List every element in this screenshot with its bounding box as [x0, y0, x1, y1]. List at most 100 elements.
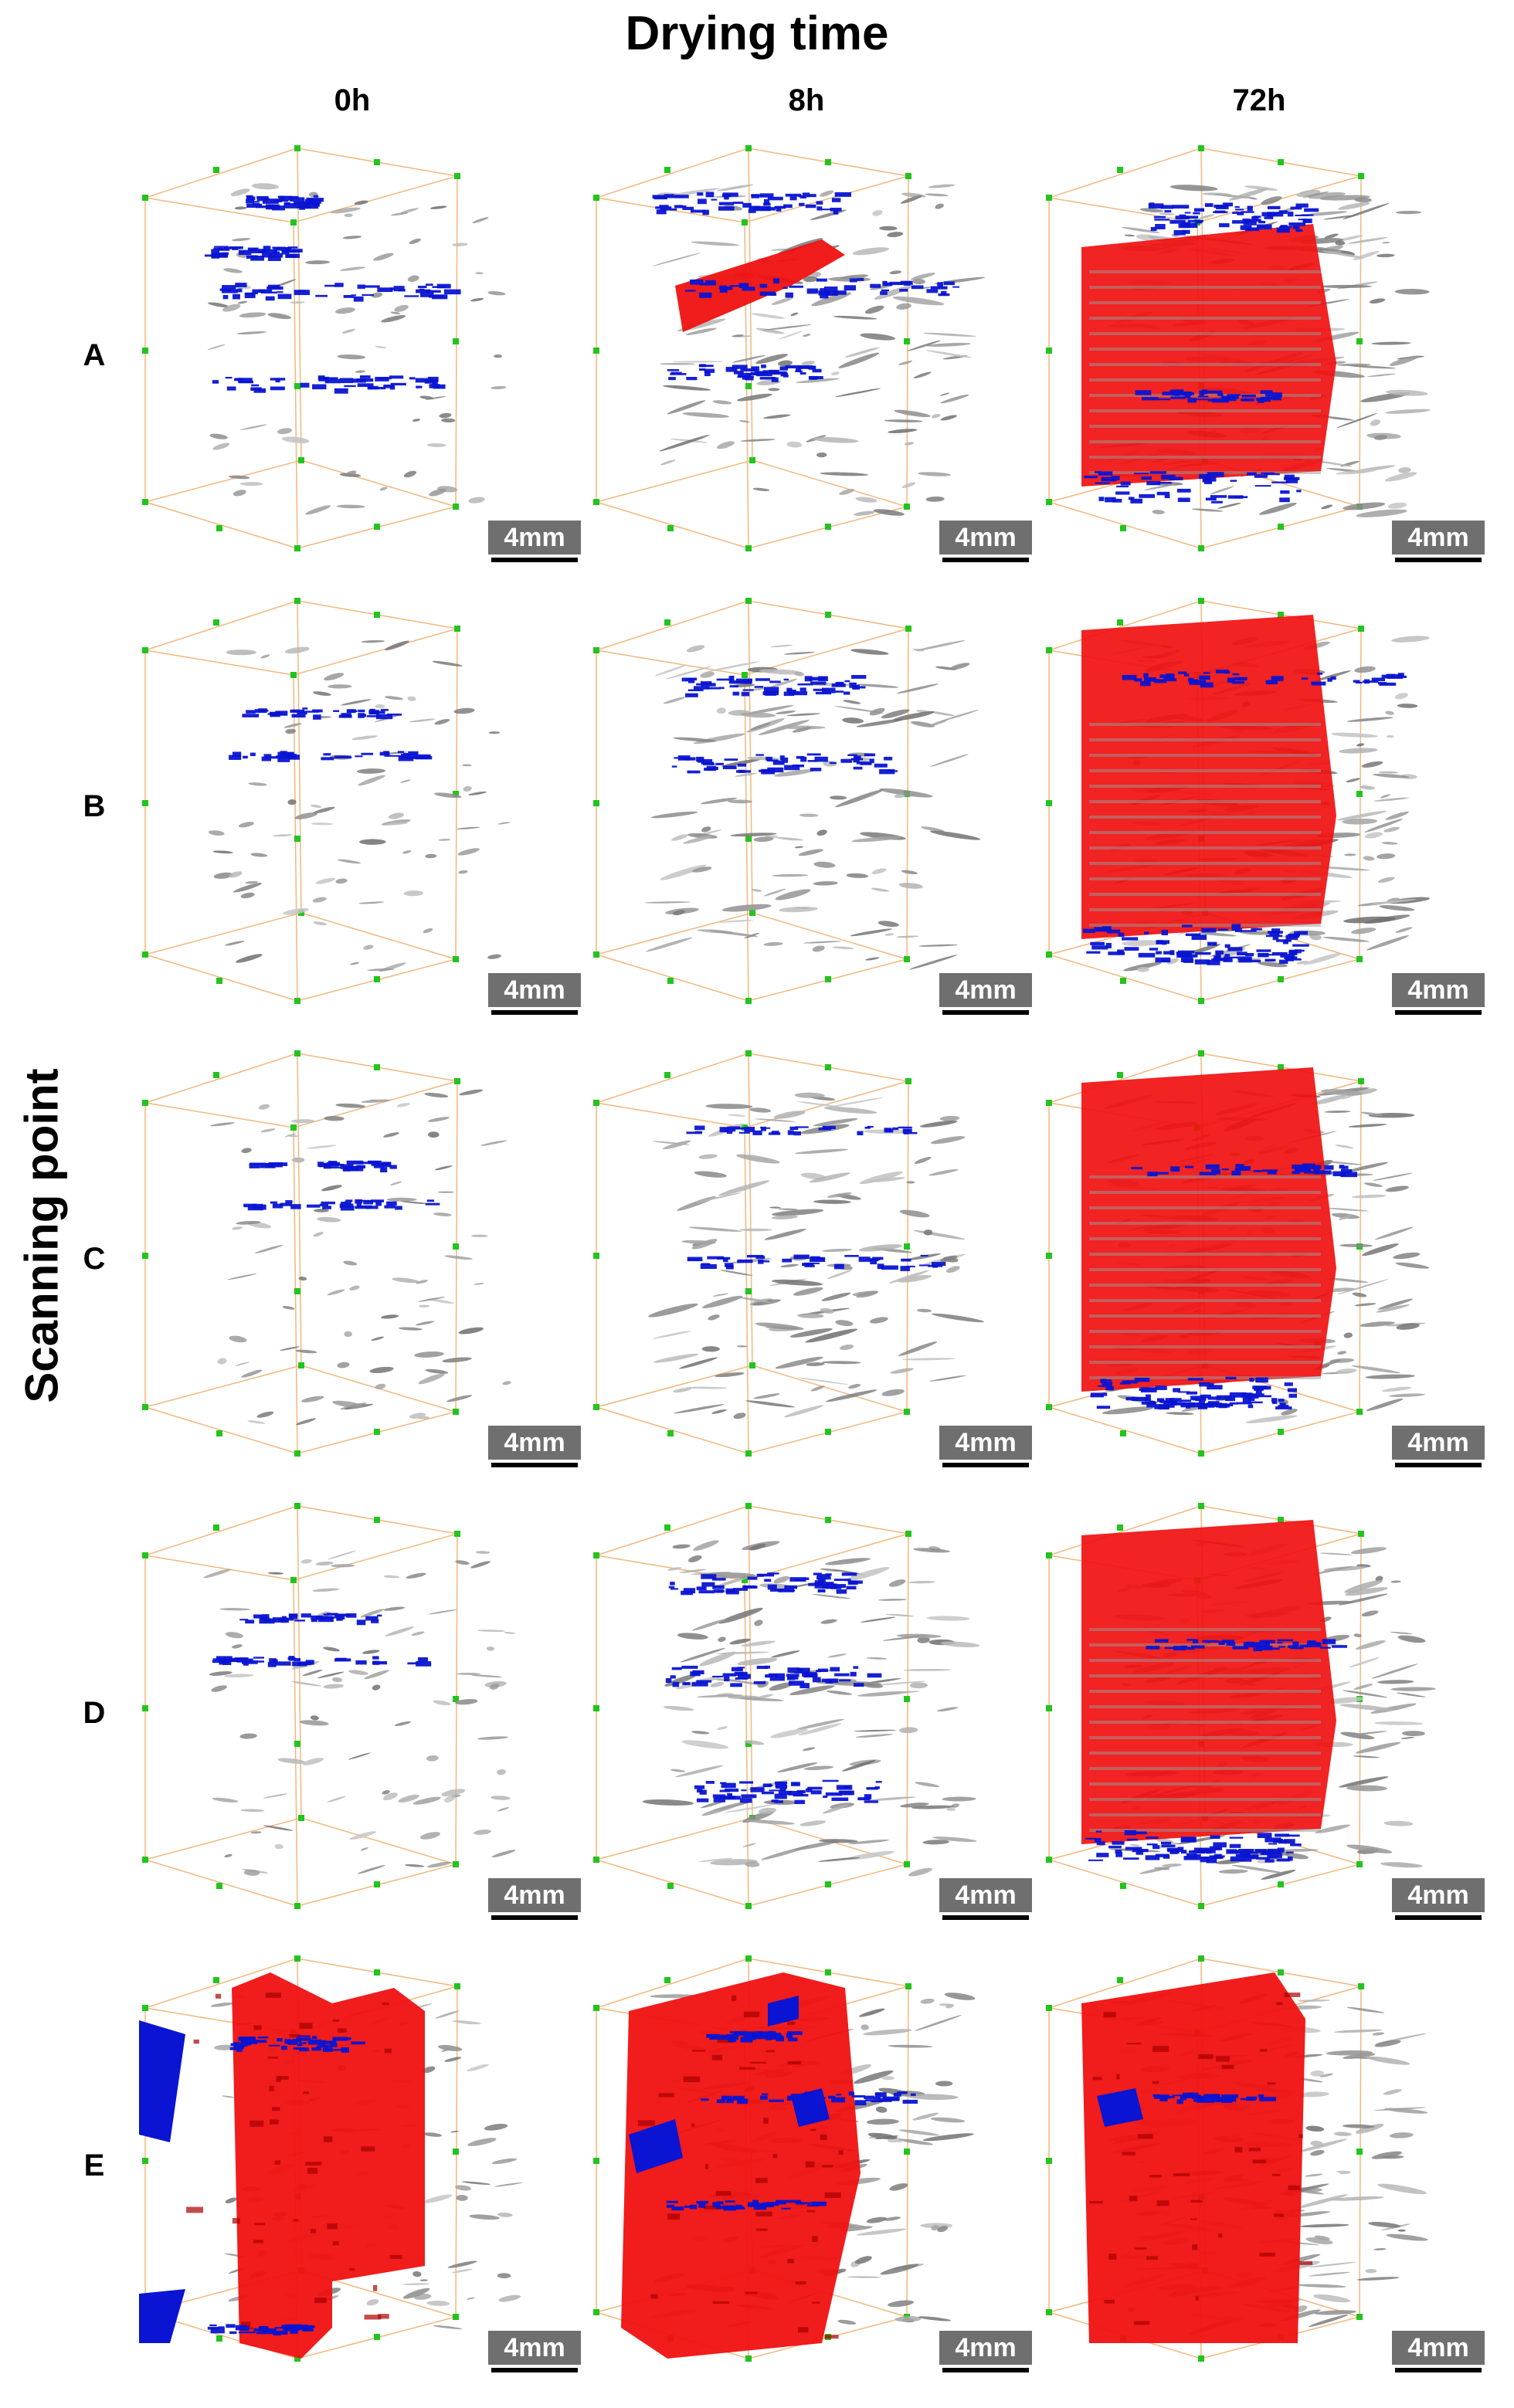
- blue-cracks: [204, 195, 461, 394]
- blue-cracks: [212, 1613, 432, 1667]
- corner-markers: [142, 1050, 460, 1457]
- scale-bar-label: 4mm: [504, 1428, 565, 1457]
- volume-render: [593, 1050, 984, 1457]
- volume-render: [1046, 1955, 1428, 2362]
- scale-bar-box: [1392, 521, 1485, 555]
- scale-bar-label: 4mm: [955, 1881, 1017, 1910]
- bounding-box: [596, 1505, 909, 1907]
- bounding-box: [144, 1053, 458, 1454]
- scale-bar-box: [1392, 1426, 1485, 1460]
- scale-bar-line: [1395, 1915, 1482, 1920]
- scale-bar-box: [488, 521, 581, 555]
- scale-bar-line: [1395, 558, 1482, 562]
- scale-bar-label: 4mm: [1407, 1881, 1469, 1910]
- corner-markers: [142, 1503, 460, 1909]
- scale-bar-label: 4mm: [504, 2333, 565, 2362]
- column-label-0h: 0h: [334, 83, 371, 117]
- volume-render: [593, 145, 986, 551]
- background-pores: [203, 1550, 516, 1876]
- scale-bar-line: [942, 2368, 1029, 2372]
- scale-bar-box: [939, 1878, 1032, 1912]
- scale-bar-line: [1395, 2368, 1482, 2372]
- background-pores: [207, 183, 507, 515]
- scale-bar: 4mm: [1392, 521, 1485, 564]
- scale-bar: 4mm: [488, 973, 581, 1016]
- blue-cracks: [629, 1996, 918, 2211]
- scale-bar-label: 4mm: [504, 523, 565, 552]
- scale-bar: 4mm: [939, 1878, 1032, 1921]
- scale-bar-label: 4mm: [1407, 975, 1469, 1005]
- row-label-a: A: [83, 338, 106, 372]
- scale-bar-line: [491, 558, 578, 562]
- scale-bar: 4mm: [1392, 973, 1485, 1016]
- scale-bar-box: [488, 1426, 581, 1460]
- column-label-8h: 8h: [788, 83, 825, 117]
- panel-e-8h: 4mm: [590, 1942, 1038, 2374]
- volume-render: [142, 1050, 511, 1457]
- blue-cracks: [1097, 2088, 1276, 2127]
- scale-bar-label: 4mm: [1407, 2333, 1469, 2362]
- scale-bar-box: [488, 2331, 581, 2365]
- background-pores: [652, 184, 986, 516]
- panel-d-8h: 4mm: [590, 1489, 1038, 1921]
- scale-bar-line: [942, 1915, 1029, 1920]
- scale-bar: 4mm: [939, 521, 1032, 564]
- blue-cracks: [671, 675, 898, 775]
- scale-bar: 4mm: [488, 1878, 581, 1921]
- scale-bar-box: [939, 1426, 1032, 1460]
- panel-c-8h: 4mm: [590, 1036, 1038, 1469]
- corner-markers: [142, 145, 460, 551]
- red-cracks: [1081, 615, 1336, 939]
- scale-bar: 4mm: [488, 521, 581, 564]
- panel-c-0h: 4mm: [139, 1036, 587, 1469]
- figure-title: Drying time: [625, 7, 889, 60]
- scale-bar-box: [1392, 973, 1485, 1007]
- scale-bar-box: [1392, 2331, 1485, 2365]
- blue-cracks: [1082, 670, 1407, 965]
- blue-cracks: [1085, 1639, 1348, 1864]
- panel-e-72h: 4mm: [1043, 1942, 1491, 2374]
- volume-render: [593, 1955, 976, 2362]
- scale-bar-label: 4mm: [955, 975, 1017, 1005]
- scale-bar-label: 4mm: [955, 523, 1017, 552]
- volume-render: [142, 598, 511, 1004]
- blue-cracks: [652, 192, 960, 382]
- panel-a-72h: 4mm: [1043, 131, 1491, 564]
- panel-b-8h: 4mm: [590, 584, 1038, 1016]
- scale-bar-line: [491, 1463, 578, 1467]
- blue-cracks: [686, 1125, 946, 1271]
- panel-a-0h: 4mm: [139, 131, 587, 564]
- row-label-c: C: [83, 1242, 106, 1276]
- blue-cracks: [229, 707, 433, 762]
- scale-bar-line: [942, 1463, 1029, 1467]
- blue-cracks: [1090, 1163, 1357, 1410]
- scale-bar-label: 4mm: [955, 1428, 1017, 1457]
- red-cracks: [621, 1972, 861, 2359]
- red-cracks: [1081, 1972, 1313, 2343]
- red-cracks: [186, 1972, 425, 2359]
- scale-bar-label: 4mm: [955, 2333, 1017, 2362]
- scale-bar-box: [939, 2331, 1032, 2365]
- scale-bar-line: [942, 1010, 1029, 1015]
- panel-d-0h: 4mm: [139, 1489, 587, 1921]
- scale-bar: 4mm: [939, 2331, 1032, 2374]
- volume-render: [1046, 598, 1431, 1004]
- scale-bar: 4mm: [1392, 1878, 1485, 1921]
- scale-bar-label: 4mm: [504, 1881, 565, 1910]
- panel-a-8h: 4mm: [590, 131, 1038, 564]
- blue-cracks: [1084, 202, 1319, 504]
- scale-bar-line: [491, 2368, 578, 2372]
- red-cracks: [1081, 224, 1336, 487]
- panel-d-72h: 4mm: [1043, 1489, 1491, 1921]
- background-pores: [648, 1092, 984, 1419]
- volume-render: [593, 1503, 980, 1909]
- scale-bar: 4mm: [1392, 2331, 1485, 2374]
- volume-render: [139, 1955, 523, 2362]
- scale-bar-box: [488, 1878, 581, 1912]
- corner-markers: [593, 1050, 911, 1457]
- volume-render: [142, 1503, 516, 1909]
- scale-bar-line: [491, 1915, 578, 1920]
- scale-bar: 4mm: [488, 1426, 581, 1469]
- corner-markers: [593, 598, 911, 1004]
- scale-bar: 4mm: [939, 973, 1032, 1016]
